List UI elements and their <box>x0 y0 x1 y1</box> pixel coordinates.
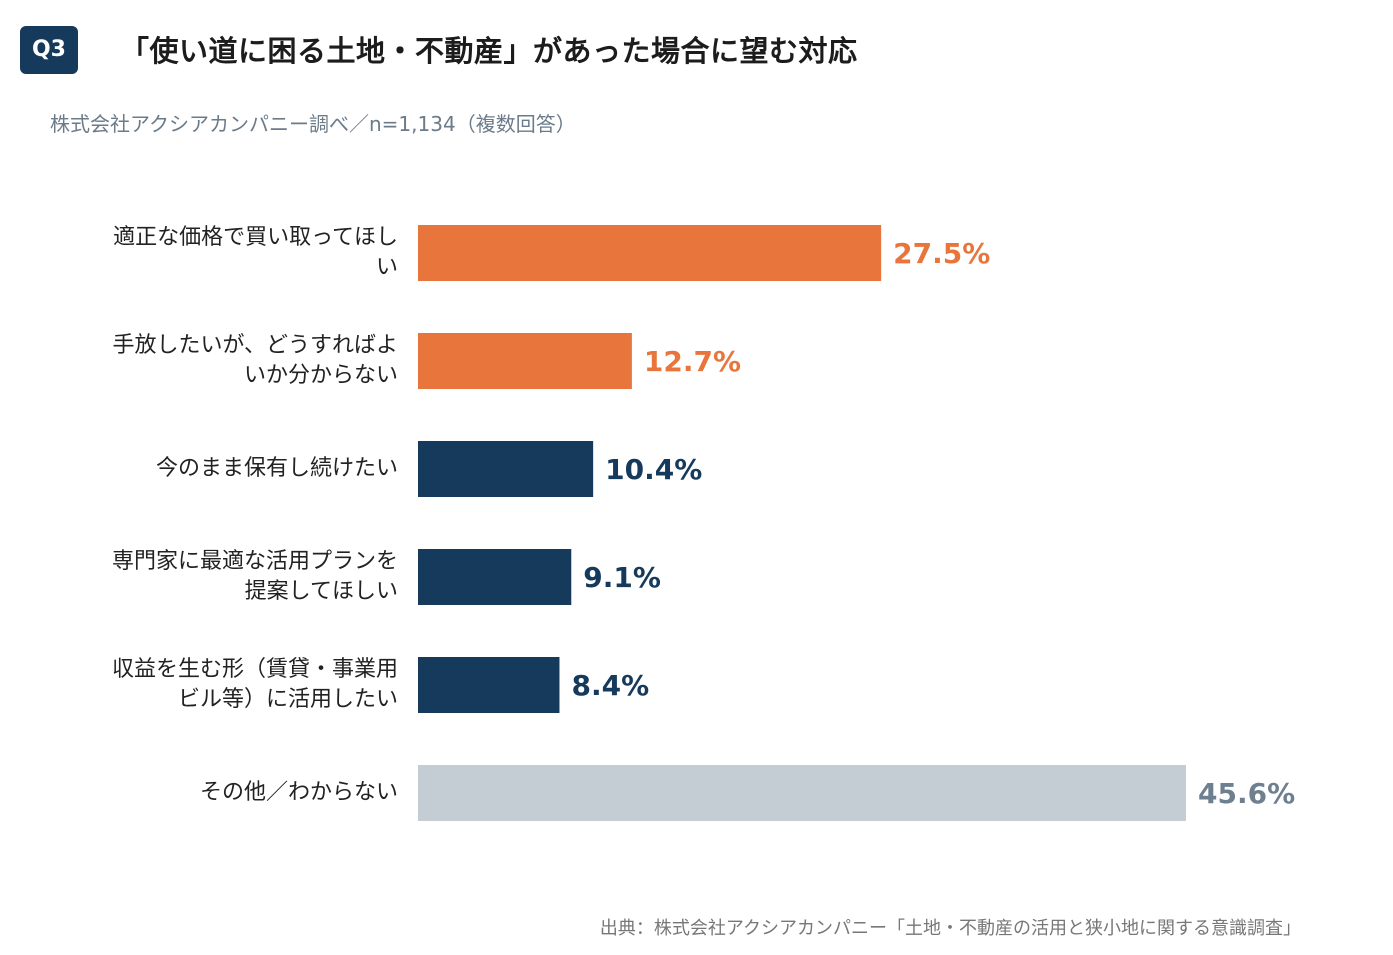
category-label-3: 専門家に最適な活用プランを提案してほしい <box>58 547 398 607</box>
bar-2 <box>418 441 594 497</box>
value-label-1: 12.7% <box>644 345 741 378</box>
category-label-line: 提案してほしい <box>244 579 398 604</box>
bar-3 <box>418 549 572 605</box>
category-label-4: 収益を生む形（賃貸・事業用ビル等）に活用したい <box>58 655 398 715</box>
bar-4 <box>418 657 560 713</box>
category-label-line: い <box>375 255 398 280</box>
category-label-line: いか分からない <box>243 363 398 388</box>
category-label-line: 手放したいが、どうすればよ <box>112 333 398 358</box>
category-label-0: 適正な価格で買い取ってほしい <box>58 223 398 283</box>
source-footer: 出典：株式会社アクシアカンパニー「土地・不動産の活用と狭小地に関する意識調査」 <box>599 918 1301 939</box>
chart-title: 「使い道に困る土地・不動産」があった場合に望む対応 <box>120 34 858 68</box>
category-label-line: ビル等）に活用したい <box>177 687 398 712</box>
value-label-0: 27.5% <box>893 237 990 270</box>
category-label-line: 収益を生む形（賃貸・事業用 <box>111 657 398 682</box>
value-label-2: 10.4% <box>605 453 702 486</box>
category-label-1: 手放したいが、どうすればよいか分からない <box>58 331 398 391</box>
category-label-line: 今のまま保有し続けたい <box>155 456 398 481</box>
value-label-3: 9.1% <box>583 561 661 594</box>
category-label-2: 今のまま保有し続けたい <box>58 454 398 484</box>
question-badge: Q3 <box>20 26 78 74</box>
chart-subtitle: 株式会社アクシアカンパニー調べ／n=1,134（複数回答） <box>50 112 576 136</box>
category-label-line: その他／わからない <box>199 780 398 805</box>
value-label-4: 8.4% <box>571 669 649 702</box>
category-label-5: その他／わからない <box>58 778 398 808</box>
bar-5 <box>418 765 1186 821</box>
bar-1 <box>418 333 632 389</box>
category-label-line: 適正な価格で買い取ってほし <box>113 225 398 250</box>
bar-0 <box>418 225 882 281</box>
value-label-5: 45.6% <box>1198 777 1295 810</box>
category-label-line: 専門家に最適な活用プランを <box>111 549 398 574</box>
